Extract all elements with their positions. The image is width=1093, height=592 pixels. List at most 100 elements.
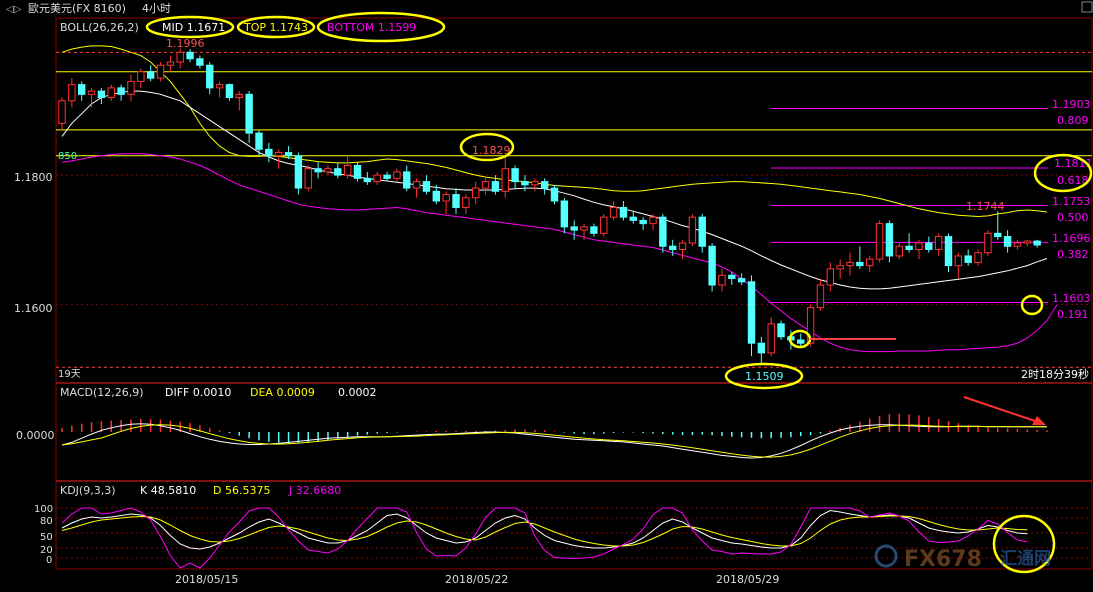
- candle-body: [708, 245, 716, 286]
- highlight-ellipse: [1020, 294, 1044, 316]
- candle-body: [609, 206, 618, 218]
- support-lines: [56, 51, 1092, 368]
- candle-body: [412, 181, 421, 189]
- candle-body: [294, 155, 303, 189]
- candle-body: [265, 148, 273, 157]
- candle-body: [284, 152, 293, 157]
- watermark-text: FX678: [904, 547, 982, 572]
- kdj-tick-label: 100: [34, 504, 53, 515]
- highlight-ellipse: [236, 15, 316, 39]
- candle-body: [806, 307, 815, 344]
- high-annotation: 1.1996: [166, 37, 205, 50]
- highlight-ellipse: [145, 15, 235, 39]
- macd-indicator: [61, 413, 1048, 459]
- candle-body: [324, 168, 332, 173]
- candle-body: [107, 87, 115, 99]
- candle-body: [984, 232, 992, 254]
- candle-body: [373, 174, 381, 183]
- kdj-header: KDJ(9,3,3) K 48.5810 D 56.5375 J 32.6680: [60, 484, 341, 497]
- candle-body: [531, 181, 539, 186]
- kdj-tick-label: 20: [40, 545, 53, 556]
- candle-body: [816, 284, 825, 309]
- boll-bottom-value: BOTTOM 1.1599: [327, 21, 416, 34]
- candle-body: [215, 84, 224, 89]
- window-close-icon[interactable]: [1081, 1, 1093, 13]
- fib-price-label: 1.1696: [1052, 232, 1091, 245]
- candle-body: [393, 171, 401, 179]
- candle-body: [590, 226, 598, 234]
- macd-diff-value: DIFF 0.0010: [165, 386, 231, 399]
- candle-body: [915, 242, 923, 250]
- period-label[interactable]: 4小时: [142, 2, 171, 15]
- highlight-markers: [145, 11, 1093, 574]
- candle-body: [304, 168, 312, 189]
- candle-body: [550, 187, 559, 202]
- candle-body: [1013, 242, 1022, 247]
- kdj-k-value: K 48.5810: [140, 484, 196, 497]
- candle-body: [78, 84, 86, 95]
- candle-body: [472, 187, 480, 199]
- kdj-d-line: [61, 515, 1028, 547]
- candle-body: [856, 261, 864, 267]
- date-tick-label: 2018/05/29: [716, 573, 779, 586]
- highlight-ellipse: [724, 362, 804, 390]
- candle-body: [511, 168, 519, 183]
- toolbar-row: ◁▷ 歐元美元(FX 8160) 4小时: [6, 1, 1093, 15]
- fib-ratio-label: 0.618: [1057, 174, 1089, 187]
- fib-price-label: 1.1753: [1052, 195, 1091, 208]
- candle-body: [826, 268, 834, 286]
- highlight-ellipse: [1033, 153, 1093, 193]
- candle-body: [974, 252, 982, 263]
- fib-ratio-label: 0.191: [1057, 308, 1089, 321]
- recent-high-annotation: 1.1744: [966, 200, 1005, 213]
- highlight-ellipse: [992, 514, 1056, 574]
- candle-body: [491, 181, 500, 192]
- kdj-j-value: J 32.6680: [288, 484, 341, 497]
- kdj-j-line: [61, 507, 1028, 569]
- candle-body: [678, 242, 687, 250]
- candle-body: [540, 181, 549, 189]
- fib-ratio-label: 0.382: [1057, 248, 1089, 261]
- candle-body: [97, 90, 106, 99]
- candle-body: [649, 216, 657, 225]
- candle-body: [166, 61, 175, 66]
- candle-body: [737, 278, 746, 283]
- nav-icon[interactable]: ◁▷: [6, 4, 22, 15]
- candle-body: [925, 242, 933, 250]
- low-annotation: 1.1509: [745, 370, 784, 383]
- candle-body: [619, 206, 628, 218]
- candle-body: [235, 93, 244, 99]
- candle-body: [87, 90, 96, 95]
- macd-dea-line: [61, 424, 1047, 458]
- macd-header: MACD(12,26,9) DIFF 0.0010 DEA 0.0009 0.0…: [60, 386, 377, 399]
- price-axis: 1.1800 1.1600 850 19天: [14, 151, 81, 380]
- candle-body: [747, 281, 756, 344]
- candle-body: [403, 171, 411, 189]
- candle-body: [383, 174, 391, 179]
- days-label: 19天: [58, 369, 81, 380]
- kdj-axis: 100 80 50 20 0: [34, 504, 53, 566]
- candle-body: [127, 80, 135, 95]
- candle-body: [1023, 240, 1031, 244]
- candle-body: [1033, 240, 1041, 246]
- candle-body: [206, 64, 214, 89]
- candle-body: [944, 236, 953, 267]
- candle-body: [905, 245, 913, 250]
- candle-body: [629, 216, 637, 221]
- candle-body: [334, 168, 342, 176]
- kdj-d-value: D 56.5375: [213, 484, 270, 497]
- mid-high-annotation: 1.1829: [472, 144, 511, 157]
- candle-body: [452, 194, 460, 208]
- candle-body: [353, 164, 362, 179]
- fib-price-label: 1.1903: [1052, 98, 1091, 111]
- boll-header: BOLL(26,26,2) MID 1.1671 TOP 1.1743 BOTT…: [60, 21, 416, 34]
- candle-body: [777, 323, 785, 338]
- kdj-indicator: [56, 507, 1092, 569]
- candle-body: [137, 71, 145, 82]
- date-tick-label: 2018/05/15: [175, 573, 238, 586]
- candle-body: [964, 255, 972, 263]
- candle-body: [669, 245, 677, 250]
- watermark: FX678 汇通网: [874, 544, 1051, 572]
- candle-body: [846, 261, 854, 267]
